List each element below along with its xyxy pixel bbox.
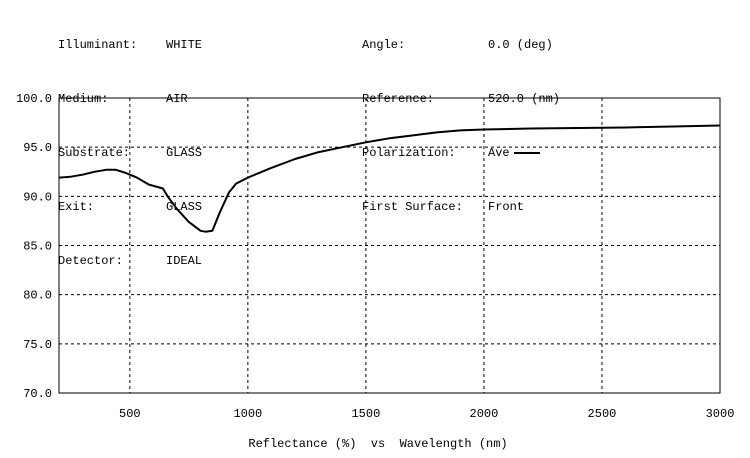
header-row-exit: Exit: GLASS	[58, 198, 202, 216]
header-value: 0.0 (deg)	[488, 38, 553, 52]
header-value: 520.0 (nm)	[488, 92, 561, 106]
header-row-reference: Reference: 520.0 (nm)	[362, 90, 560, 108]
x-tick-labels: 500 1000 1500 2000 2500 3000	[119, 407, 734, 421]
header-row-detector: Detector: IDEAL	[58, 252, 202, 270]
header-row-first-surface: First Surface: Front	[362, 198, 560, 216]
x-axis-label: Reflectance (%) vs Wavelength (nm)	[248, 437, 507, 451]
x-tick-label: 1500	[351, 407, 380, 421]
x-tick-label: 500	[119, 407, 141, 421]
header-row-illuminant: Illuminant: WHITE	[58, 36, 202, 54]
chart-grid	[59, 98, 720, 393]
y-tick-label: 85.0	[23, 240, 52, 254]
legend-entry-label: Ave	[488, 146, 510, 160]
y-tick-label: 75.0	[23, 338, 52, 352]
header-row-polarization: Polarization: Ave	[362, 144, 560, 162]
header-label: Reference:	[362, 92, 435, 106]
header-label: Angle:	[362, 38, 406, 52]
header-right-block: Angle: 0.0 (deg) Reference: 520.0 (nm) Pol…	[362, 0, 560, 234]
header-value: IDEAL	[166, 254, 203, 268]
header-row-angle: Angle: 0.0 (deg)	[362, 36, 560, 54]
y-tick-labels: 100.0 95.0 90.0 85.0 80.0 75.0 70.0	[16, 92, 52, 401]
header-label: Polarization:	[362, 146, 456, 160]
y-tick-label: 70.0	[23, 387, 52, 401]
y-tick-label: 100.0	[16, 92, 52, 106]
header-value: GLASS	[166, 200, 203, 214]
header-label: Exit:	[58, 200, 95, 214]
series-line-ave	[58, 124, 721, 233]
header-label: Detector:	[58, 254, 123, 268]
plot-frame	[58, 97, 721, 394]
header-value: GLASS	[166, 146, 203, 160]
legend-line-swatch	[513, 151, 540, 154]
y-tick-label: 95.0	[23, 141, 52, 155]
header-label: Medium:	[58, 92, 109, 106]
header-value: Front	[488, 200, 525, 214]
x-tick-label: 3000	[706, 407, 735, 421]
x-tick-label: 1000	[233, 407, 262, 421]
header-row-substrate: Substrate: GLASS	[58, 144, 202, 162]
y-tick-label: 80.0	[23, 289, 52, 303]
header-label: Substrate:	[58, 146, 131, 160]
header-row-medium: Medium: AIR	[58, 90, 202, 108]
x-tick-label: 2000	[470, 407, 499, 421]
header-value: WHITE	[166, 38, 203, 52]
header-left-block: Illuminant: WHITE Medium: AIR Substrate: GL…	[58, 0, 202, 288]
x-tick-label: 2500	[588, 407, 617, 421]
header-label: First Surface:	[362, 200, 463, 214]
header-value: AIR	[166, 92, 188, 106]
y-tick-label: 90.0	[23, 190, 52, 204]
header-label: Illuminant:	[58, 38, 138, 52]
